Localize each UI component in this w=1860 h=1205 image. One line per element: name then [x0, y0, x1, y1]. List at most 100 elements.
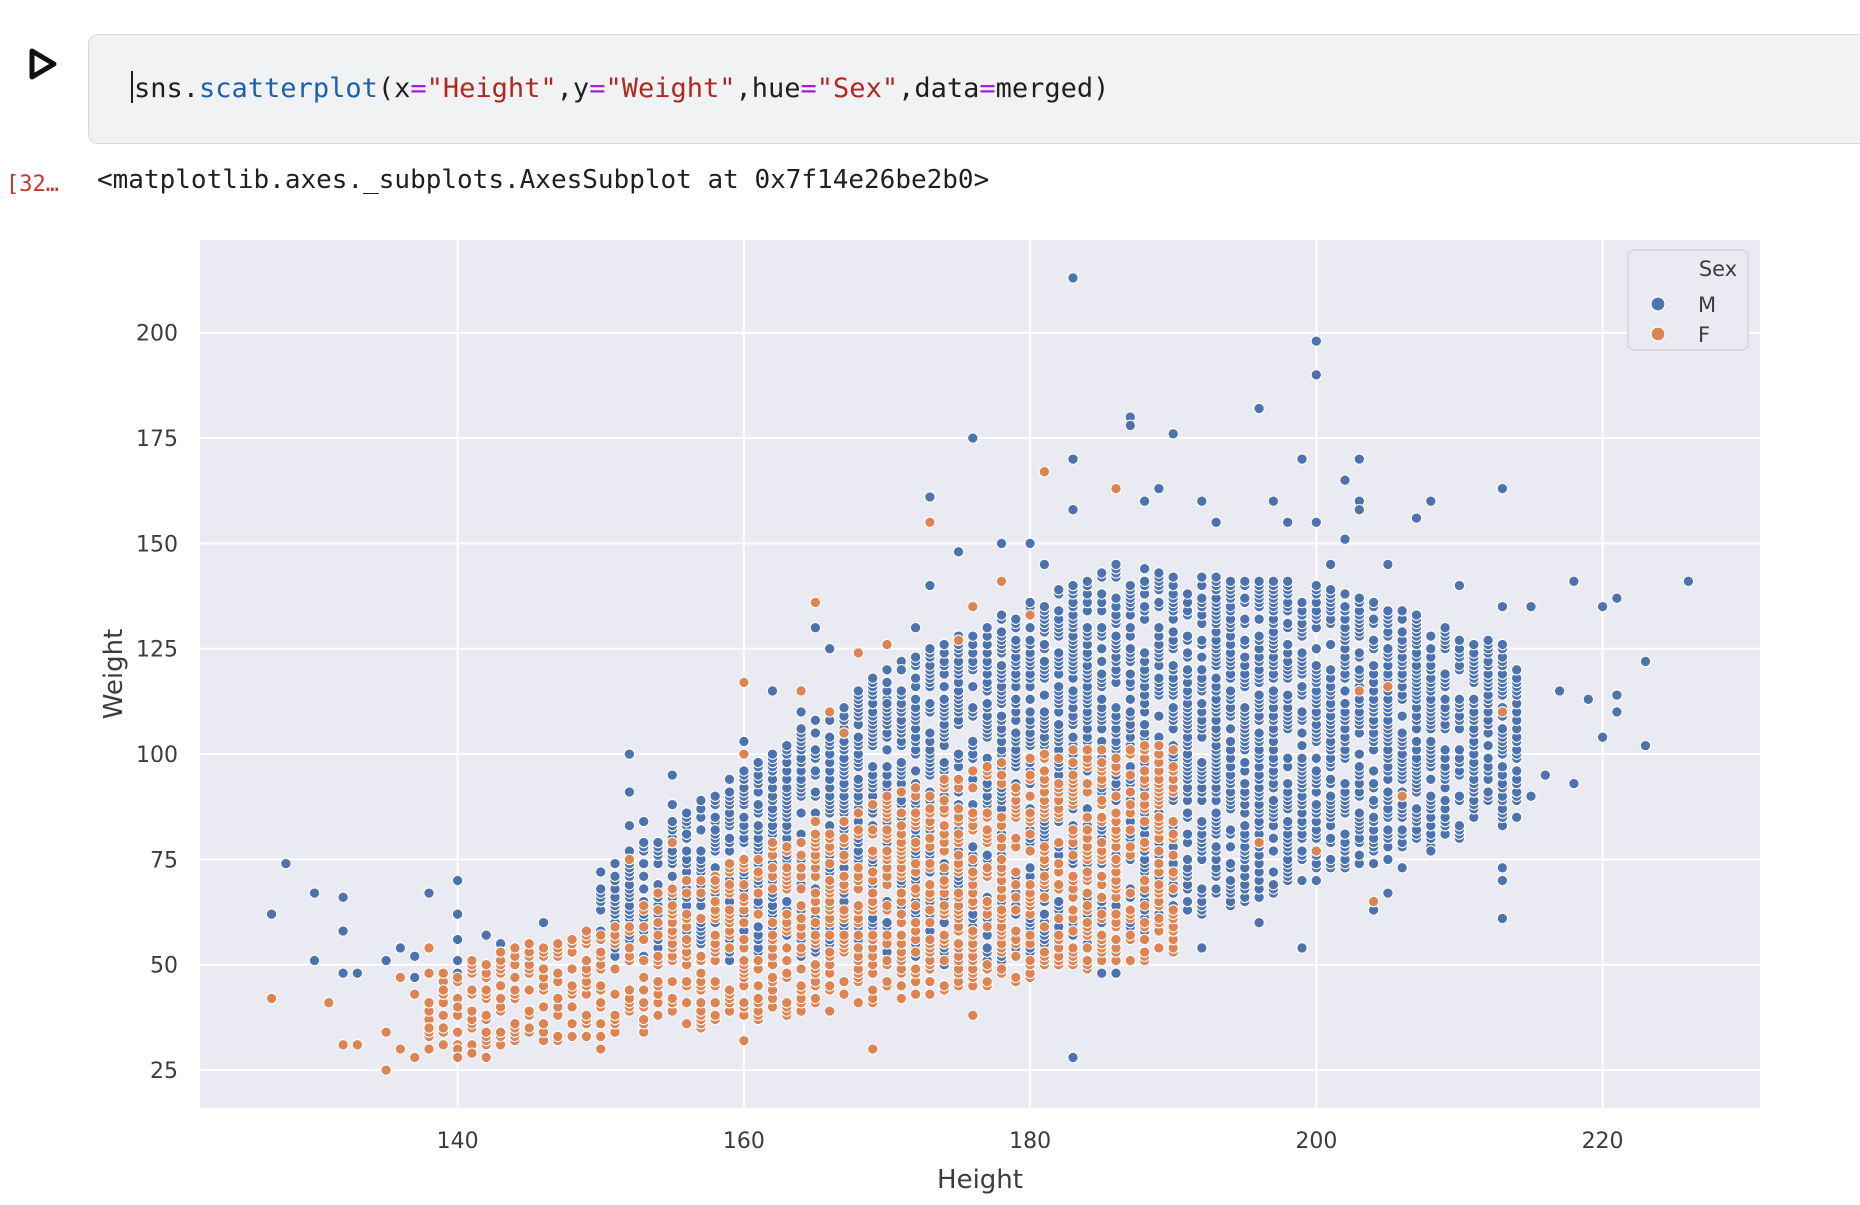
data-point-m — [823, 731, 836, 743]
data-point-m — [1296, 752, 1308, 765]
data-point-f — [1382, 680, 1394, 693]
data-point-f — [738, 853, 750, 866]
data-point-f — [924, 516, 936, 529]
data-point-m — [1439, 668, 1451, 680]
data-point-f — [594, 1030, 607, 1043]
data-point-f — [709, 975, 721, 988]
data-point-m — [666, 815, 679, 828]
data-point-f — [1124, 744, 1137, 756]
data-point-f — [1067, 942, 1079, 954]
data-point-m — [1425, 642, 1437, 655]
data-point-m — [1239, 634, 1251, 647]
data-point-m — [723, 786, 736, 798]
data-point-f — [738, 748, 750, 760]
data-point-m — [967, 680, 979, 693]
data-point-f — [1496, 706, 1509, 718]
data-point-m — [1396, 824, 1408, 836]
data-point-f — [709, 874, 721, 887]
data-point-m — [809, 765, 822, 777]
data-point-f — [895, 929, 908, 941]
data-point-f — [981, 824, 993, 836]
data-point-f — [494, 1026, 507, 1038]
data-point-m — [1181, 630, 1194, 642]
data-point-m — [1052, 895, 1065, 908]
data-point-f — [695, 950, 707, 963]
data-point-m — [1482, 739, 1494, 752]
data-point-f — [1095, 870, 1108, 883]
data-point-f — [609, 963, 621, 975]
data-point-m — [909, 651, 922, 663]
data-point-m — [1267, 575, 1280, 588]
data-point-m — [1425, 735, 1437, 748]
data-point-f — [1067, 870, 1079, 883]
data-point-m — [895, 664, 908, 676]
data-point-m — [637, 836, 650, 849]
data-point-f — [637, 954, 650, 967]
code-line[interactable]: sns.scatterplot(x="Height",y="Weight",hu… — [131, 71, 1109, 104]
code-cell-editor[interactable]: sns.scatterplot(x="Height",y="Weight",hu… — [88, 34, 1860, 144]
data-point-m — [795, 807, 807, 819]
run-cell-button[interactable] — [22, 44, 62, 84]
data-point-m — [1525, 790, 1537, 802]
data-point-f — [1052, 878, 1065, 891]
code-token: = — [800, 73, 817, 104]
x-tick-label: 220 — [1582, 1129, 1624, 1154]
data-point-f — [1138, 765, 1151, 777]
data-point-m — [1296, 706, 1308, 718]
data-point-f — [1067, 925, 1079, 937]
data-point-f — [652, 904, 664, 916]
data-point-f — [967, 853, 979, 866]
data-point-m — [924, 491, 936, 503]
data-point-f — [1010, 832, 1022, 845]
data-point-m — [1296, 453, 1308, 465]
data-point-m — [1496, 723, 1509, 735]
data-point-m — [666, 870, 679, 883]
data-point-m — [866, 760, 879, 773]
data-point-m — [1153, 672, 1165, 684]
data-point-m — [1382, 887, 1394, 899]
data-point-f — [1010, 878, 1022, 891]
data-point-m — [1052, 605, 1065, 617]
data-point-m — [1253, 689, 1265, 701]
data-point-f — [652, 929, 664, 941]
data-point-f — [423, 942, 435, 954]
data-point-m — [1138, 600, 1151, 613]
data-point-m — [666, 798, 679, 811]
data-point-f — [680, 874, 693, 887]
data-point-f — [1138, 739, 1151, 752]
data-point-f — [952, 828, 965, 840]
data-point-m — [1367, 613, 1380, 625]
data-point-f — [938, 899, 950, 912]
data-point-m — [1253, 613, 1265, 625]
data-point-m — [1353, 503, 1366, 516]
data-point-f — [967, 600, 979, 613]
code-text: sns.scatterplot(x="Height",y="Weight",hu… — [134, 73, 1109, 104]
data-point-f — [995, 756, 1008, 769]
data-point-f — [881, 824, 893, 836]
data-point-m — [1024, 621, 1036, 634]
y-tick-label: 175 — [136, 427, 178, 452]
data-point-f — [466, 984, 478, 996]
data-point-m — [752, 756, 764, 769]
data-point-m — [1038, 655, 1051, 668]
data-point-f — [881, 954, 893, 967]
data-point-m — [795, 706, 807, 718]
data-point-m — [1296, 727, 1308, 739]
data-point-m — [1496, 760, 1509, 773]
data-point-f — [909, 899, 922, 912]
data-point-m — [1196, 651, 1208, 663]
data-point-m — [1267, 878, 1280, 891]
data-point-m — [1339, 697, 1351, 710]
data-point-m — [1038, 638, 1051, 651]
data-point-f — [1095, 836, 1108, 849]
data-point-m — [1353, 647, 1366, 659]
data-point-f — [967, 765, 979, 777]
data-point-f — [1024, 807, 1036, 819]
data-point-m — [1310, 752, 1323, 765]
data-point-m — [423, 887, 435, 899]
data-point-m — [1224, 735, 1237, 748]
legend-title: Sex — [1699, 257, 1737, 281]
data-point-m — [1010, 634, 1022, 647]
data-point-m — [1353, 807, 1366, 819]
data-point-f — [938, 929, 950, 941]
